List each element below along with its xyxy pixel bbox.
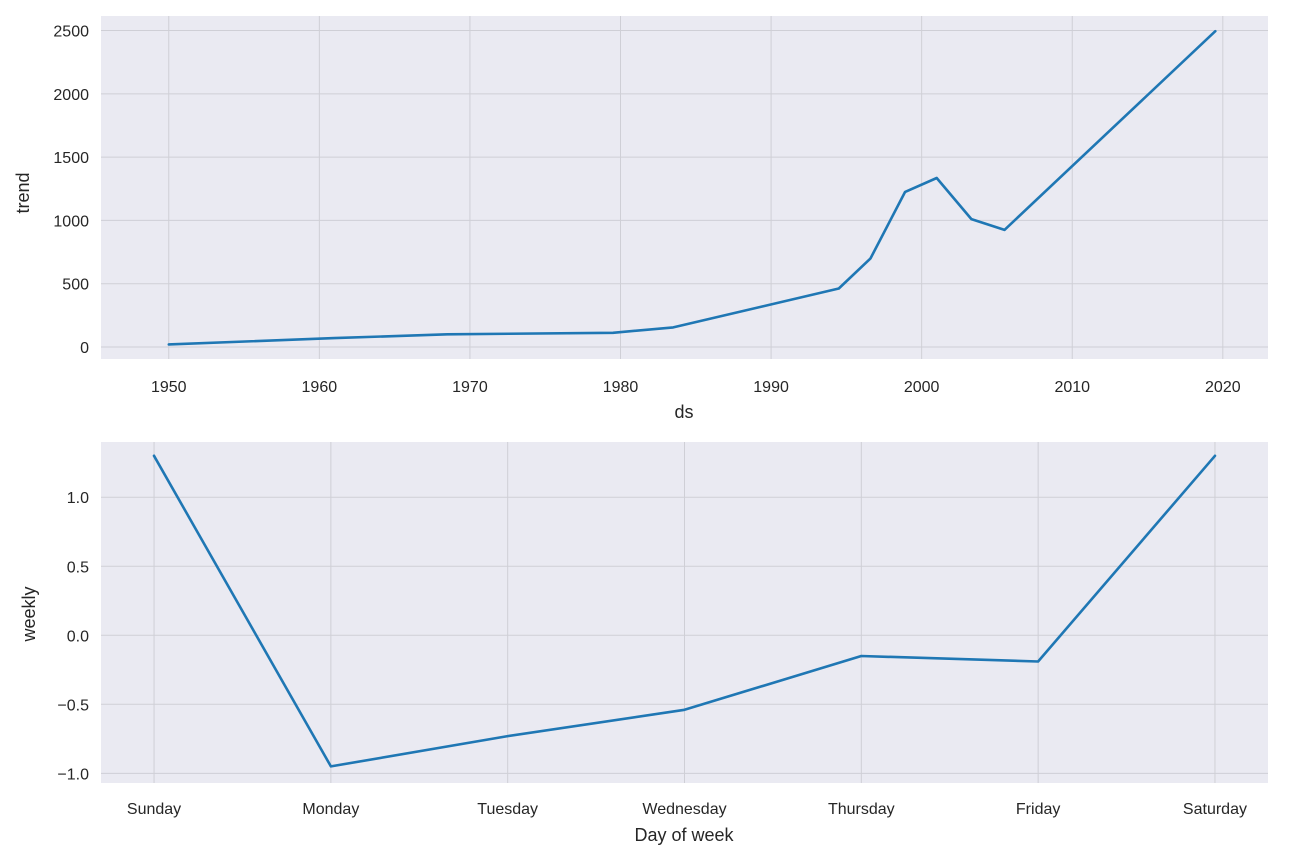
weekly-line xyxy=(152,454,1217,768)
weekly-x-tick-label: Friday xyxy=(1016,801,1060,818)
trend-x-tick-label: 2010 xyxy=(1054,379,1090,396)
trend-y-tick-labels: 0 500 1000 1500 2000 2500 xyxy=(53,24,89,357)
weekly-x-tick-label: Saturday xyxy=(1183,801,1247,818)
weekly-x-tick-label: Wednesday xyxy=(642,801,726,818)
weekly-x-tick-label: Sunday xyxy=(127,801,181,818)
trend-plot-area xyxy=(101,16,1268,359)
trend-x-tick-label: 2000 xyxy=(904,379,940,396)
weekly-y-tick-labels: −1.0 −0.5 0.0 0.5 1.0 xyxy=(57,490,89,783)
trend-x-tick-labels: 1950 1960 1970 1980 1990 2000 2010 2020 xyxy=(151,379,1241,396)
weekly-y-tick-label: −0.5 xyxy=(57,697,89,714)
weekly-x-tick-label: Monday xyxy=(302,801,359,818)
trend-panel: 0 500 1000 1500 2000 2500 1950 1960 1970 1980 199… xyxy=(13,16,1268,422)
weekly-y-tick-label: 1.0 xyxy=(67,490,89,507)
trend-series xyxy=(167,29,1217,346)
trend-x-axis-label: ds xyxy=(674,402,693,422)
weekly-x-axis-label: Day of week xyxy=(634,825,734,845)
trend-y-tick-label: 2500 xyxy=(53,24,89,41)
weekly-y-tick-label: −1.0 xyxy=(57,766,89,783)
trend-x-tick-label: 1950 xyxy=(151,379,187,396)
weekly-y-tick-label: 0.5 xyxy=(67,559,89,576)
trend-y-tick-label: 500 xyxy=(62,277,89,294)
trend-x-tick-label: 2020 xyxy=(1205,379,1241,396)
trend-x-tick-label: 1980 xyxy=(603,379,639,396)
trend-x-tick-label: 1990 xyxy=(753,379,789,396)
trend-x-tick-label: 1960 xyxy=(302,379,338,396)
trend-gridlines xyxy=(101,16,1268,359)
trend-y-tick-label: 1500 xyxy=(53,150,89,167)
weekly-x-tick-label: Thursday xyxy=(828,801,895,818)
weekly-x-tick-labels: Sunday Monday Tuesday Wednesday Thursday Frid… xyxy=(127,801,1247,818)
weekly-gridlines xyxy=(101,442,1268,783)
trend-y-tick-label: 2000 xyxy=(53,87,89,104)
trend-x-tick-label: 1970 xyxy=(452,379,488,396)
trend-y-tick-label: 1000 xyxy=(53,213,89,230)
weekly-x-tick-label: Tuesday xyxy=(477,801,538,818)
weekly-panel: −1.0 −0.5 0.0 0.5 1.0 Sunday Monday Tuesday Wed… xyxy=(19,442,1268,845)
trend-line xyxy=(167,29,1217,346)
weekly-series xyxy=(152,454,1217,768)
weekly-y-tick-label: 0.0 xyxy=(67,628,89,645)
trend-y-axis-label: trend xyxy=(13,172,33,213)
weekly-y-axis-label: weekly xyxy=(19,586,39,642)
trend-y-tick-label: 0 xyxy=(80,340,89,357)
